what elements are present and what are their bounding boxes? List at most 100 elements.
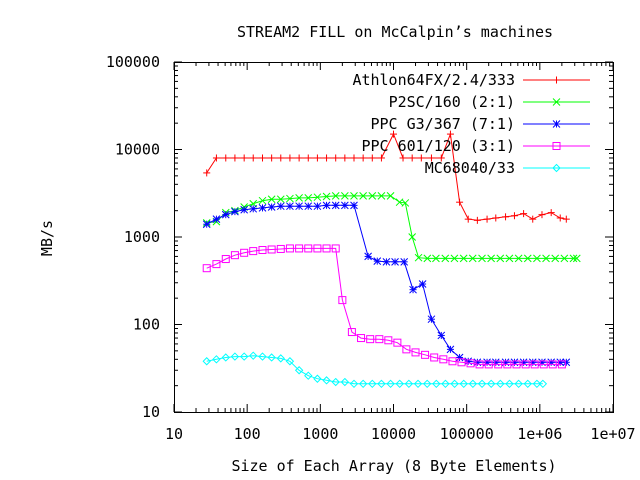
legend: Athlon64FX/2.4/333 P2SC/160 (2:1) PPC G3/3… <box>352 71 590 177</box>
series-line <box>206 355 543 385</box>
y-tick-label: 100 <box>133 316 160 334</box>
data-point <box>468 254 477 263</box>
data-point <box>239 352 249 361</box>
data-point <box>304 371 313 380</box>
data-point <box>331 244 340 253</box>
data-point <box>322 376 331 385</box>
data-point <box>267 245 276 254</box>
data-point <box>212 215 221 223</box>
chart-title: STREAM2 FILL on McCalpin’s machines <box>237 23 553 41</box>
legend-entry: MC68040/33 <box>425 159 590 177</box>
data-point <box>277 154 285 162</box>
data-point <box>459 254 468 263</box>
legend-entry: PPC G3/367 (7:1) <box>371 115 590 133</box>
data-point <box>441 379 450 389</box>
data-point <box>538 379 548 389</box>
data-point <box>547 209 555 217</box>
data-point <box>502 213 510 221</box>
data-point <box>285 244 294 253</box>
data-point <box>338 296 347 305</box>
legend-label: PPC G3/367 (7:1) <box>371 115 516 133</box>
data-point <box>455 353 464 362</box>
x-tick-label: 100 <box>234 425 261 443</box>
data-point <box>496 254 505 263</box>
data-point <box>286 154 294 162</box>
data-point <box>484 360 493 369</box>
x-tick-label: 1000 <box>302 425 338 443</box>
data-point <box>249 247 258 256</box>
data-point <box>304 202 313 211</box>
data-point <box>366 335 375 344</box>
data-point <box>212 355 221 364</box>
data-point <box>487 254 495 263</box>
data-point <box>268 154 276 162</box>
data-point <box>422 379 432 389</box>
legend-label: P2SC/160 (2:1) <box>389 93 515 111</box>
data-point <box>231 207 239 216</box>
data-point <box>267 353 276 362</box>
data-point <box>404 379 414 389</box>
data-point <box>323 154 331 162</box>
data-point <box>386 379 395 389</box>
data-point <box>203 169 211 177</box>
data-point <box>212 260 221 269</box>
legend-label: MC68040/33 <box>425 159 515 177</box>
data-point <box>486 379 496 389</box>
legend-marker <box>553 76 560 84</box>
data-point <box>364 252 372 261</box>
legend-label: Athlon64FX/2.4/333 <box>352 71 515 89</box>
data-point <box>395 379 404 389</box>
x-tick-label: 10000 <box>371 425 416 443</box>
data-point <box>202 357 211 366</box>
data-point <box>313 244 322 253</box>
data-point <box>276 202 285 211</box>
data-point <box>421 350 430 359</box>
data-point <box>258 204 267 212</box>
data-point <box>249 204 258 213</box>
data-point <box>230 251 239 260</box>
data-point <box>340 192 349 200</box>
legend-marker <box>552 98 561 106</box>
data-point <box>560 254 569 263</box>
data-point <box>357 334 366 343</box>
y-tick-label: 10 <box>142 403 160 421</box>
data-point <box>492 214 500 222</box>
data-point <box>430 353 439 362</box>
data-point <box>437 154 445 162</box>
data-point <box>503 360 512 369</box>
data-point <box>441 254 450 263</box>
legend-label: PPC 601/120 (3:1) <box>361 137 515 155</box>
data-point <box>313 193 322 202</box>
data-point <box>304 194 313 202</box>
data-point <box>377 192 386 200</box>
legend-entry: PPC 601/120 (3:1) <box>361 137 590 155</box>
data-point <box>417 154 425 162</box>
y-tick-label: 1000 <box>124 228 160 246</box>
data-point <box>240 248 249 257</box>
data-point <box>322 201 331 210</box>
data-point <box>391 257 399 266</box>
data-point <box>475 360 484 369</box>
legend-marker <box>552 163 561 173</box>
data-point <box>418 280 427 288</box>
data-point <box>295 244 304 253</box>
legend-entry: P2SC/160 (2:1) <box>389 93 590 111</box>
data-point <box>359 192 367 200</box>
data-point <box>446 130 454 138</box>
data-point <box>483 215 491 223</box>
data-point <box>258 154 266 162</box>
data-point <box>557 360 566 369</box>
data-point <box>520 210 528 218</box>
data-point <box>401 199 410 207</box>
data-point <box>456 198 464 206</box>
data-point <box>512 360 521 369</box>
data-point <box>340 201 349 210</box>
data-point <box>386 192 395 200</box>
data-point <box>464 215 472 223</box>
data-point <box>304 244 313 253</box>
data-point <box>322 192 331 201</box>
data-point <box>295 202 303 211</box>
data-point <box>373 257 382 265</box>
data-point <box>538 211 546 219</box>
